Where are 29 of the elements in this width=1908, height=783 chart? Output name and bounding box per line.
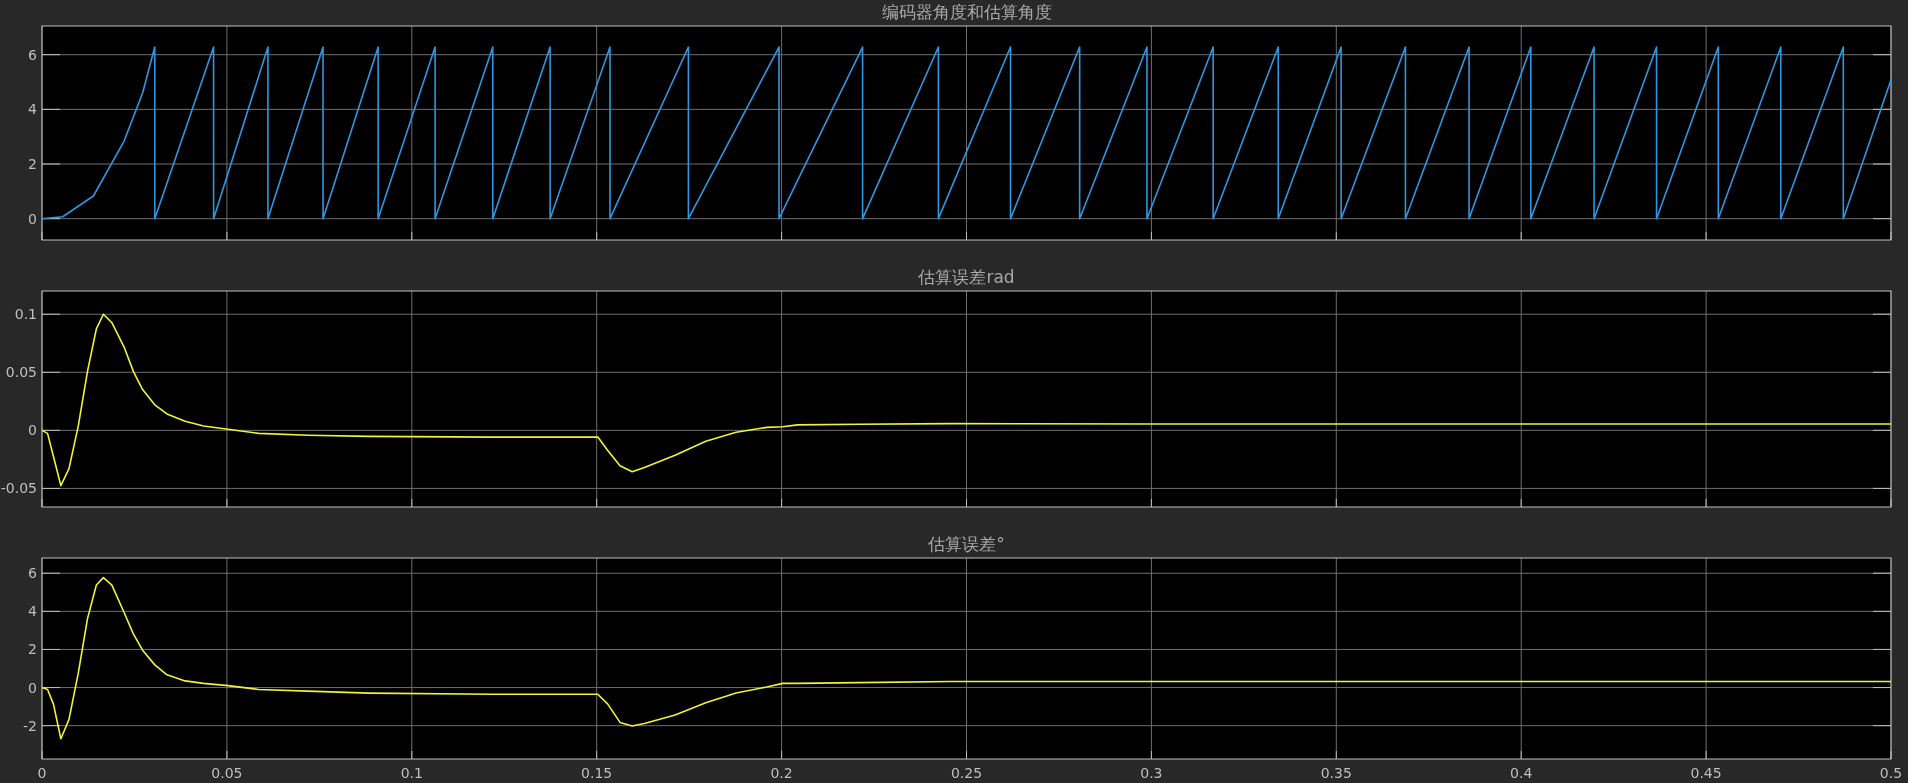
x-tick-label: 0.4 <box>1510 765 1533 781</box>
line-series <box>41 576 1892 740</box>
chart-title: 估算误差rad <box>917 267 1015 287</box>
x-tick-label: 0.05 <box>211 765 243 781</box>
y-tick-label: 0.1 <box>14 306 37 323</box>
y-tick-label: 0 <box>28 422 37 439</box>
chart-title: 估算误差° <box>927 534 1005 554</box>
x-tick-label: 0.5 <box>1879 765 1903 781</box>
y-tick-label: 6 <box>28 46 38 63</box>
y-tick-label: 0 <box>28 210 37 227</box>
x-tick-label: 0.35 <box>1320 765 1352 781</box>
x-tick-label: 0.2 <box>770 765 793 781</box>
y-tick-label: 2 <box>28 641 37 658</box>
y-tick-label: 4 <box>28 603 38 620</box>
y-tick-label: -2 <box>23 717 37 734</box>
y-tick-label: 4 <box>28 101 38 118</box>
x-tick-label: 0.3 <box>1140 765 1163 781</box>
line-series <box>41 46 1892 220</box>
y-tick-label: 0 <box>28 679 37 696</box>
y-tick-label: 2 <box>28 156 37 173</box>
y-tick-label: 0.05 <box>5 364 37 381</box>
x-tick-label: 0.15 <box>581 765 613 781</box>
x-tick-label: 0.1 <box>400 765 423 781</box>
line-series <box>41 313 1892 487</box>
x-tick-label: 0.45 <box>1690 765 1722 781</box>
y-tick-label: 6 <box>28 565 38 582</box>
x-tick-label: 0.25 <box>950 765 983 781</box>
chart-title: 编码器角度和估算角度 <box>881 2 1052 22</box>
y-tick-label: -0.05 <box>0 480 37 497</box>
